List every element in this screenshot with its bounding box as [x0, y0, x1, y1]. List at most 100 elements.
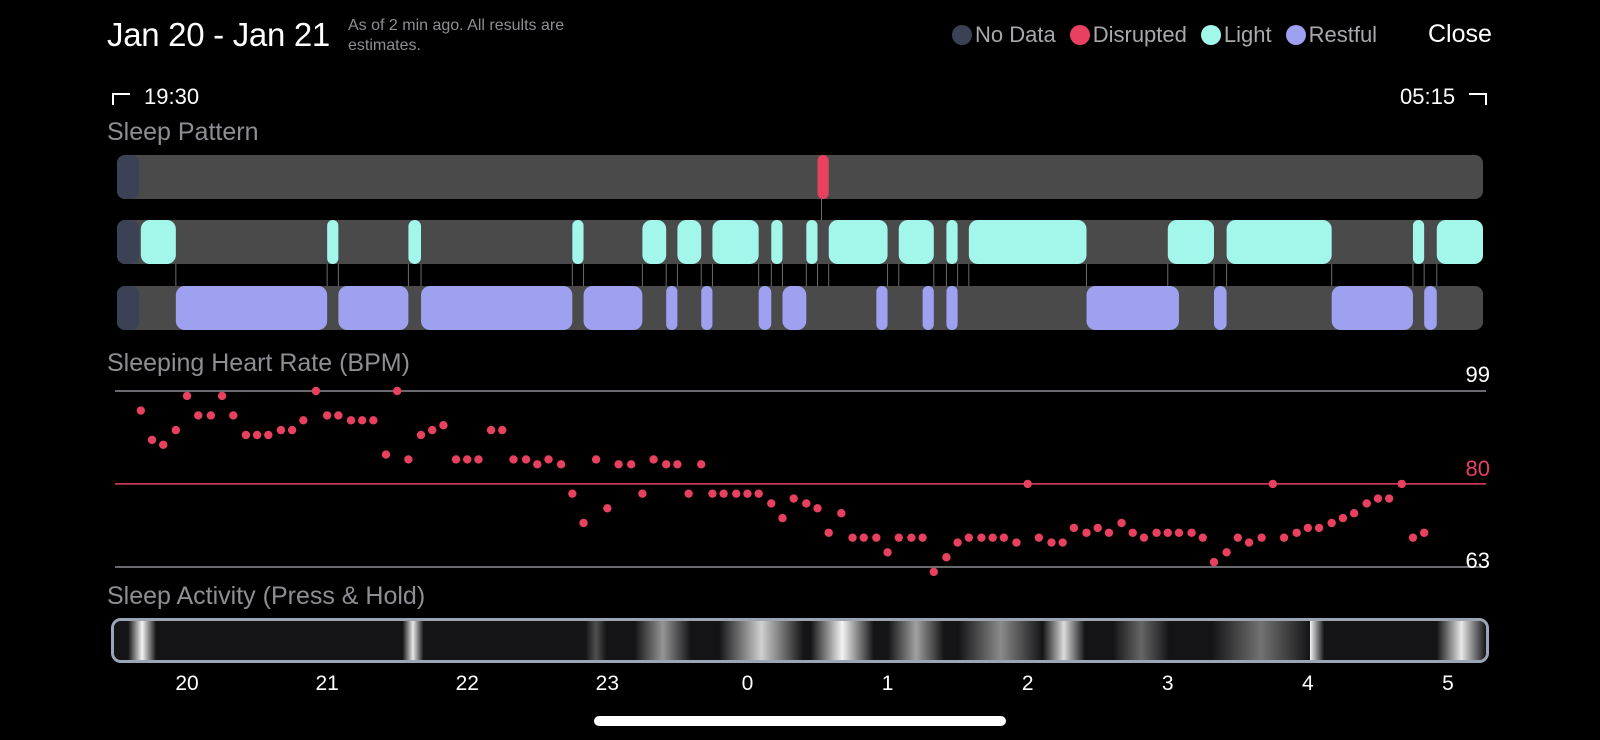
- time-axis-tick: 2: [1021, 672, 1034, 695]
- pattern-segment-restful: [1214, 286, 1227, 330]
- hr-min-label: 63: [1465, 548, 1490, 573]
- legend-restful-label: Restful: [1308, 22, 1378, 47]
- pattern-segment-restful: [1424, 286, 1437, 330]
- hr-point: [1139, 533, 1149, 542]
- hr-point: [837, 509, 846, 518]
- hr-point: [872, 533, 881, 542]
- heart-rate-label: Sleeping Heart Rate (BPM): [107, 349, 410, 377]
- time-axis-tick: 0: [741, 672, 754, 695]
- pattern-row-track: [117, 155, 1483, 199]
- hr-point: [1093, 523, 1102, 533]
- pattern-segment-light: [327, 220, 339, 264]
- hr-point: [824, 528, 833, 537]
- hr-point: [1034, 533, 1044, 542]
- time-end-label: 05:15: [1400, 84, 1456, 109]
- hr-point: [463, 455, 472, 464]
- hr-point: [859, 533, 868, 542]
- pattern-segment-restful: [1086, 286, 1179, 330]
- time-axis-tick: 23: [595, 672, 620, 695]
- hr-point: [369, 416, 378, 425]
- sleep-activity-label: Sleep Activity (Press & Hold): [107, 582, 426, 610]
- pattern-segment-light: [642, 220, 667, 264]
- hr-point: [1303, 523, 1313, 533]
- hr-point: [474, 455, 483, 464]
- hr-point: [147, 435, 157, 445]
- hr-point: [1327, 518, 1336, 528]
- home-indicator[interactable]: [594, 716, 1006, 726]
- pattern-segment-light: [408, 220, 422, 264]
- hr-point: [299, 416, 308, 425]
- time-start-label: 19:30: [144, 84, 200, 109]
- hr-point: [533, 460, 542, 469]
- hr-point: [1397, 479, 1406, 489]
- hr-point: [1104, 528, 1114, 537]
- hr-point: [988, 533, 997, 542]
- sleep-activity-gradient: [114, 621, 1486, 660]
- hr-point: [1198, 533, 1207, 542]
- close-button[interactable]: Close: [1428, 20, 1492, 48]
- hr-point: [428, 425, 437, 435]
- hr-point: [451, 455, 461, 464]
- hr-point: [1117, 518, 1126, 528]
- hr-point: [894, 533, 903, 542]
- hr-point: [1152, 528, 1161, 537]
- pattern-segment-light: [677, 220, 702, 264]
- pattern-segment-light: [712, 220, 759, 264]
- hr-point: [194, 411, 203, 420]
- hr-point: [498, 425, 507, 435]
- hr-point: [1244, 538, 1254, 547]
- hr-point: [346, 416, 356, 425]
- hr-point: [719, 489, 728, 498]
- hr-point: [393, 386, 402, 396]
- hr-point: [136, 406, 146, 415]
- estimate-note: As of 2 min ago. All results are estimat…: [348, 17, 565, 54]
- pattern-no-data-segment: [117, 220, 139, 264]
- date-range-title: Jan 20 - Jan 21: [107, 16, 330, 53]
- hr-point: [357, 416, 367, 425]
- hr-point: [778, 513, 787, 523]
- pattern-no-data-segment: [117, 286, 139, 330]
- hr-point: [614, 460, 623, 469]
- hr-point: [1058, 538, 1067, 547]
- hr-point: [1349, 509, 1359, 518]
- hr-point: [942, 553, 951, 562]
- hr-point: [999, 533, 1009, 542]
- pattern-segment-restful: [758, 286, 772, 330]
- hr-point: [486, 425, 496, 435]
- pattern-segment-light: [1412, 220, 1425, 264]
- hr-point: [439, 421, 448, 430]
- legend-light-label: Light: [1223, 22, 1272, 47]
- hr-point: [708, 489, 717, 498]
- hr-point: [603, 504, 612, 513]
- time-axis-tick: 20: [175, 672, 199, 695]
- hr-point: [1012, 538, 1021, 547]
- time-axis: 20 21 22 23 0 1 2 3 4 5: [0, 672, 1600, 702]
- hr-point: [1174, 528, 1184, 537]
- pattern-segment-light: [898, 220, 934, 264]
- pattern-segment-light: [140, 220, 176, 264]
- hr-point: [1082, 528, 1091, 537]
- hr-point: [754, 489, 763, 498]
- sleep-pattern-chart[interactable]: [0, 0, 1600, 340]
- hr-point: [416, 430, 426, 440]
- pattern-segment-light: [1226, 220, 1332, 264]
- sleep-activity-bar[interactable]: [111, 618, 1489, 663]
- hr-point: [1047, 538, 1056, 547]
- time-end[interactable]: 05:15: [1400, 84, 1488, 110]
- hr-point: [638, 489, 647, 498]
- legend-restful-dot: [1285, 25, 1306, 45]
- hr-point: [264, 430, 273, 440]
- hr-point: [182, 391, 192, 401]
- time-axis-tick: 21: [315, 672, 339, 695]
- time-axis-tick: 3: [1161, 672, 1174, 695]
- pattern-segment-restful: [666, 286, 678, 330]
- hr-point: [1163, 528, 1172, 537]
- hr-point: [789, 494, 798, 503]
- time-start[interactable]: 19:30: [112, 84, 199, 110]
- hr-point: [1279, 533, 1289, 542]
- pattern-no-data-segment: [117, 155, 139, 199]
- hr-point: [334, 411, 343, 420]
- hr-avg-label: 80: [1465, 456, 1490, 481]
- hr-point: [229, 411, 238, 420]
